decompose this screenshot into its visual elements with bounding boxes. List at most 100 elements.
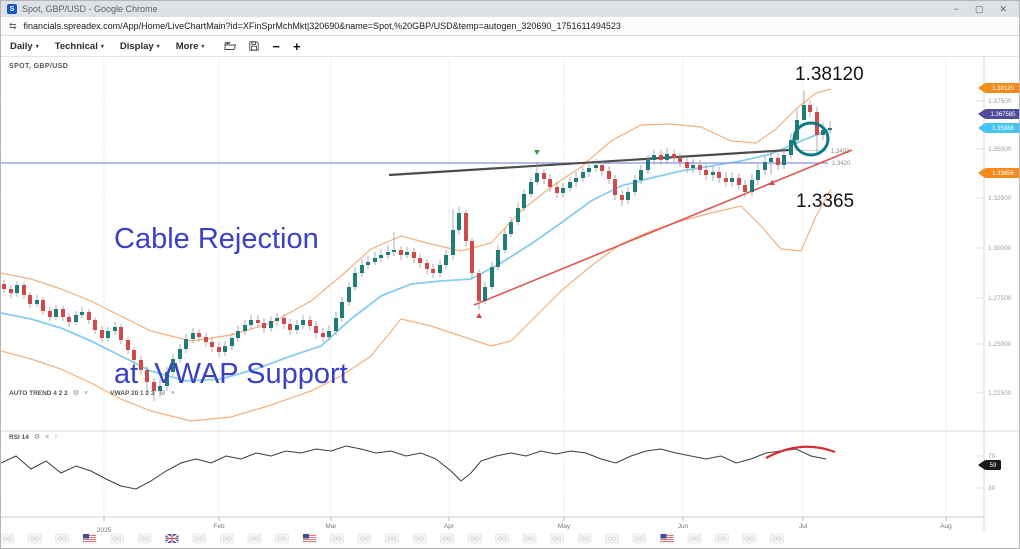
svg-text:70: 70 (988, 453, 996, 460)
event-flag[interactable] (192, 533, 207, 544)
menu-more[interactable]: More ▾ (176, 41, 205, 52)
event-flag[interactable] (715, 533, 729, 544)
nav-arrows-icon: ⇆ (9, 20, 17, 31)
grid: 1.37500 1.35000 1.32500 1.30000 1.27500 1.250… (1, 57, 1012, 531)
event-flag[interactable] (605, 533, 619, 544)
svg-text:1.25000: 1.25000 (988, 341, 1012, 348)
svg-text:1.38120: 1.38120 (992, 86, 1014, 92)
event-flag[interactable] (55, 533, 69, 544)
event-flag[interactable] (495, 533, 509, 544)
menu-display-label: Display (119, 40, 154, 52)
address-bar[interactable]: ⇆ financials.spreadex.com/App/Home/LiveC… (1, 17, 1019, 36)
event-flag[interactable] (82, 533, 97, 544)
close-icon[interactable]: × (84, 389, 89, 397)
event-flag[interactable] (275, 533, 289, 544)
event-flag[interactable] (770, 533, 784, 544)
svg-text:Jul: Jul (799, 523, 808, 530)
chevron-down-icon: ▾ (35, 43, 39, 50)
menu-daily[interactable]: Daily ▾ (10, 41, 39, 52)
chevron-down-icon: ▾ (156, 43, 160, 50)
event-flags-row (1, 533, 784, 544)
event-flag[interactable] (302, 533, 317, 544)
event-flag[interactable] (522, 533, 537, 544)
chart-toolbar: Daily ▾ Technical ▾ Display ▾ More ▾ − + (1, 36, 1019, 57)
save-icon[interactable] (249, 41, 260, 51)
svg-text:Apr: Apr (444, 523, 455, 530)
chart-canvas[interactable]: 1.37500 1.35000 1.32500 1.30000 1.27500 1.250… (1, 57, 1020, 549)
event-flag[interactable] (687, 533, 702, 544)
time-axis: Feb Mar Apr May Jun Jul Aug 2025 (97, 517, 952, 534)
event-flag[interactable] (742, 533, 757, 544)
move-up-icon[interactable]: ↑ (54, 433, 58, 441)
menu-technical[interactable]: Technical ▾ (55, 41, 104, 52)
svg-text:Aug: Aug (940, 523, 952, 530)
svg-text:1.35888: 1.35888 (992, 126, 1014, 132)
svg-text:1.33656: 1.33656 (992, 171, 1014, 177)
menu-display[interactable]: Display ▾ (120, 41, 160, 52)
svg-text:1.30000: 1.30000 (988, 245, 1012, 252)
menu-more-label: More (175, 40, 199, 52)
event-flag[interactable] (357, 533, 372, 544)
menu-daily-label: Daily (10, 40, 33, 52)
title-bar: S Spot, GBP/USD - Google Chrome − ▢ ✕ (1, 1, 1019, 17)
close-button[interactable]: ✕ (999, 3, 1007, 14)
svg-text:1.37500: 1.37500 (988, 98, 1012, 105)
svg-text:1.32500: 1.32500 (988, 195, 1012, 202)
close-icon[interactable]: × (170, 389, 175, 397)
svg-text:1.22500: 1.22500 (988, 390, 1012, 397)
event-flag[interactable] (412, 533, 427, 544)
minimize-button[interactable]: − (953, 3, 959, 14)
chevron-down-icon: ▾ (100, 43, 104, 50)
svg-text:Jun: Jun (678, 523, 689, 530)
svg-text:59: 59 (990, 463, 997, 469)
event-flag[interactable] (1, 533, 14, 544)
svg-text:30: 30 (988, 485, 996, 492)
url-text[interactable]: financials.spreadex.com/App/Home/LiveCha… (23, 21, 621, 31)
event-flag[interactable] (550, 533, 564, 544)
maximize-button[interactable]: ▢ (974, 3, 984, 14)
event-flag[interactable] (110, 533, 124, 544)
event-flag[interactable] (27, 533, 42, 544)
price-tags: 1.38120 1.367585 1.35888 1.33656 59 (978, 83, 1019, 470)
svg-text:2025: 2025 (97, 527, 112, 534)
event-flag[interactable] (247, 533, 262, 544)
zoom-out-button[interactable]: − (272, 38, 280, 54)
event-flag[interactable] (440, 533, 454, 544)
chevron-down-icon: ▾ (201, 43, 205, 50)
event-flag[interactable] (660, 533, 674, 544)
event-flag[interactable] (385, 533, 399, 544)
svg-text:May: May (558, 523, 571, 530)
zoom-in-button[interactable]: + (293, 38, 301, 54)
support-trendline[interactable] (473, 149, 853, 306)
event-flag[interactable] (220, 533, 234, 544)
event-flag[interactable] (330, 533, 344, 544)
event-flag[interactable] (137, 533, 152, 544)
menu-technical-label: Technical (54, 40, 98, 52)
rsi-line (1, 445, 827, 490)
chart-area: 1.37500 1.35000 1.32500 1.30000 1.27500 1.250… (1, 57, 1020, 549)
vwap-line (1, 128, 832, 382)
pivot-markers (476, 150, 775, 318)
rejection-circle-annotation[interactable] (792, 121, 830, 157)
gear-icon[interactable]: ⚙ (72, 390, 80, 397)
svg-text:1.3493: 1.3493 (831, 149, 850, 155)
svg-text:1.367585: 1.367585 (990, 112, 1016, 118)
rsi-divergence-arc (765, 445, 836, 459)
event-flag[interactable] (467, 533, 482, 544)
close-icon[interactable]: × (45, 433, 50, 441)
event-flag[interactable] (577, 533, 592, 544)
event-flag[interactable] (632, 533, 647, 544)
svg-text:Mar: Mar (325, 523, 337, 530)
svg-text:1.35000: 1.35000 (988, 146, 1012, 153)
gear-icon[interactable]: ⚙ (159, 390, 166, 397)
site-favicon: S (7, 4, 17, 14)
event-flag[interactable] (165, 533, 179, 544)
bollinger-bands (1, 88, 832, 422)
rsi-panel: 70 30 (1, 430, 1019, 518)
candles (2, 91, 832, 401)
svg-text:1.27500: 1.27500 (988, 295, 1012, 302)
gear-icon[interactable]: ⚙ (33, 434, 41, 441)
svg-text:Feb: Feb (213, 523, 225, 530)
window-title: Spot, GBP/USD - Google Chrome (22, 4, 158, 14)
open-folder-icon[interactable] (224, 41, 237, 51)
